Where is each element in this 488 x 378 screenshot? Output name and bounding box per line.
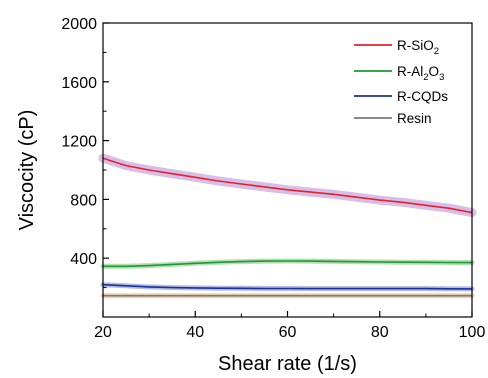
tick-labels: 20 40 60 80 100 400 800 1200 1600 2000 [61, 16, 485, 341]
plot-frame [102, 22, 473, 318]
x-tick-label: 60 [279, 324, 297, 341]
legend-label-part: R-SiO [397, 38, 434, 53]
legend-label-part: 2 [423, 72, 428, 83]
legend-label: R-CQDs [397, 89, 448, 104]
legend-label-part: Resin [397, 111, 432, 126]
legend-label: R-Al2O3 [397, 64, 444, 83]
legend-label: Resin [397, 111, 432, 126]
legend-label-part: R-CQDs [397, 89, 448, 104]
series-lines [102, 157, 473, 297]
x-tick-label: 80 [371, 324, 389, 341]
y-tick-label: 800 [70, 192, 97, 209]
series-line [102, 283, 473, 290]
legend-label-part: 3 [439, 72, 444, 83]
legend-label: R-SiO2 [397, 38, 439, 57]
x-tick-label: 20 [94, 324, 112, 341]
x-tick-label: 100 [459, 324, 486, 341]
y-axis-title: Viscocity (cP) [16, 110, 38, 231]
series-line [102, 157, 473, 214]
series-bands [98, 153, 477, 299]
y-tick-label: 400 [70, 251, 97, 268]
y-tick-label: 1200 [61, 134, 97, 151]
series-line [103, 260, 473, 268]
x-tick-label: 40 [186, 324, 204, 341]
legend-label-part: 2 [434, 46, 439, 57]
x-axis-title: Shear rate (1/s) [218, 353, 357, 375]
y-tick-label: 2000 [61, 16, 97, 33]
legend-label-part: O [429, 64, 440, 79]
legend-label-part: R-Al [397, 64, 423, 79]
y-tick-label: 1600 [61, 75, 97, 92]
